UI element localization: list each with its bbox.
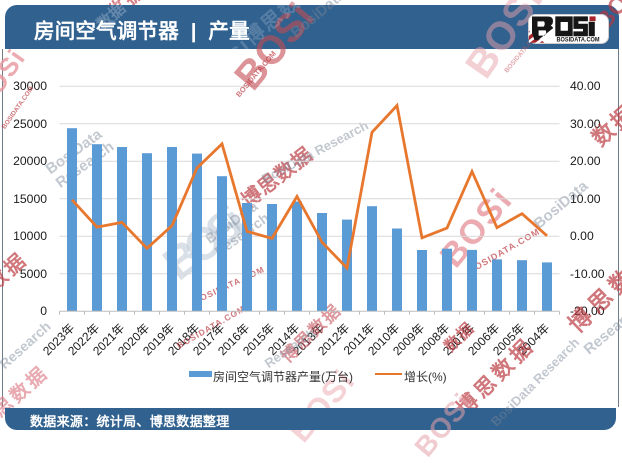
svg-text:BOSIDATA.COM: BOSIDATA.COM: [557, 36, 600, 43]
